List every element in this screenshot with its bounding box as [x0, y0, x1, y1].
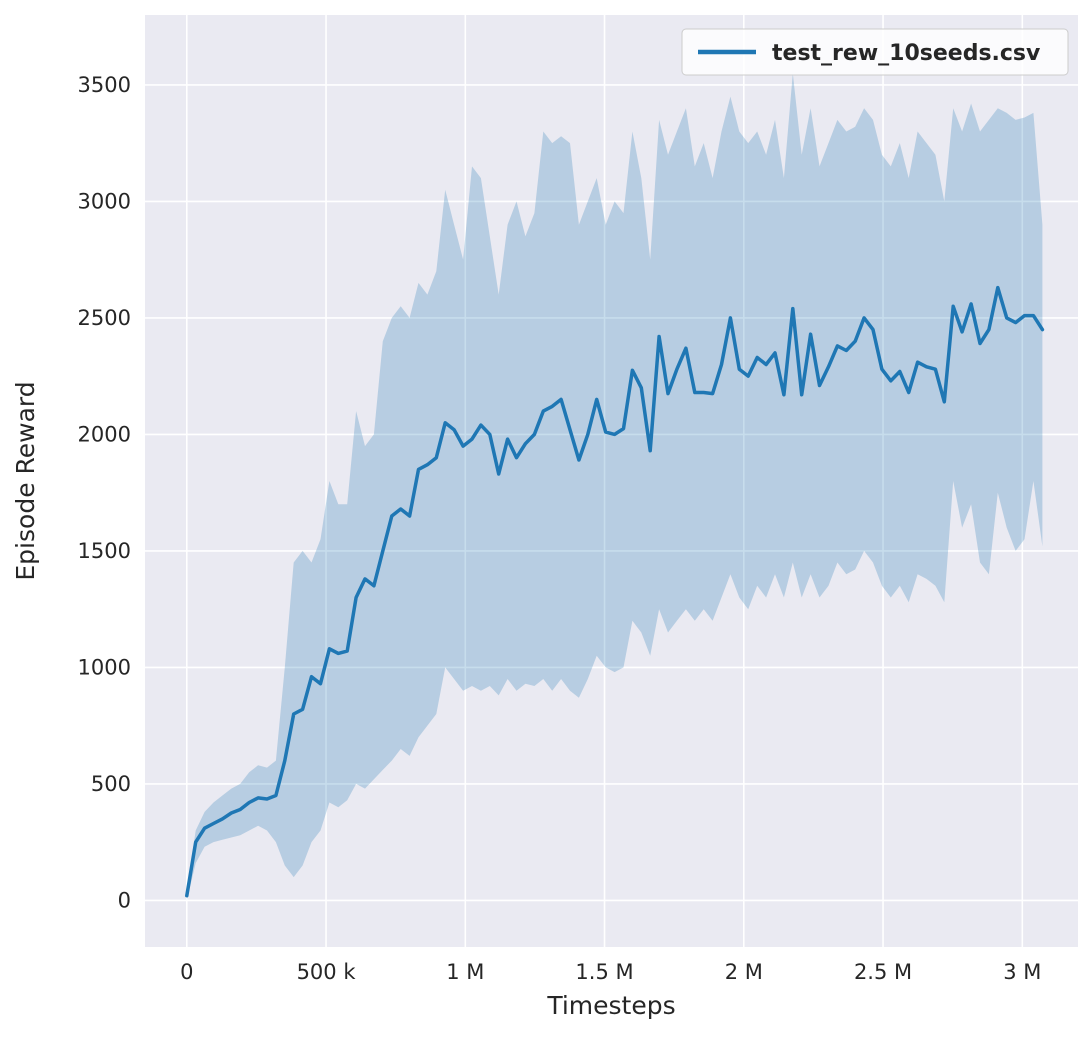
y-tick-label: 1000	[78, 655, 131, 679]
x-tick-labels: 0 500 k 1 M 1.5 M 2 M 2.5 M 3 M	[180, 960, 1041, 984]
y-tick-label: 500	[91, 772, 131, 796]
plot-background	[145, 15, 1078, 947]
y-tick-labels: 0 500 1000 1500 2000 2500 3000 3500	[78, 73, 131, 913]
y-tick-label: 2000	[78, 422, 131, 446]
y-tick-label: 3000	[78, 189, 131, 213]
gridlines	[145, 15, 1078, 947]
legend-label: test_rew_10seeds.csv	[772, 41, 1041, 66]
legend: test_rew_10seeds.csv	[681, 28, 1069, 76]
y-tick-label: 0	[118, 888, 131, 912]
confidence-band	[186, 73, 1043, 901]
mean-line	[185, 285, 1045, 898]
y-tick-label: 1500	[78, 539, 131, 563]
x-tick-label: 2 M	[725, 960, 763, 984]
x-tick-label: 2.5 M	[854, 960, 912, 984]
y-tick-label: 3500	[78, 73, 131, 97]
x-tick-label: 1.5 M	[575, 960, 633, 984]
y-axis-label: Episode Reward	[11, 381, 40, 580]
legend-box	[681, 28, 1069, 76]
x-tick-label: 0	[180, 960, 193, 984]
y-tick-label: 2500	[78, 306, 131, 330]
x-axis-label: Timesteps	[546, 991, 675, 1020]
x-tick-label: 3 M	[1003, 960, 1041, 984]
x-tick-label: 500 k	[297, 960, 357, 984]
x-tick-label: 1 M	[446, 960, 484, 984]
